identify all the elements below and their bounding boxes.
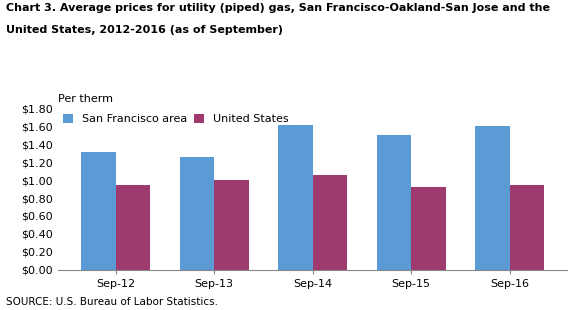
Bar (116, 185, 150, 270)
Bar (411, 187, 446, 270)
Bar (214, 180, 248, 270)
Text: Chart 3. Average prices for utility (piped) gas, San Francisco-Oakland-San Jose : Chart 3. Average prices for utility (pip… (6, 3, 550, 13)
Bar (377, 135, 411, 270)
Text: United States, 2012-2016 (as of September): United States, 2012-2016 (as of Septembe… (6, 25, 283, 35)
Bar (510, 185, 544, 270)
Bar (278, 125, 313, 270)
Legend: San Francisco area, United States: San Francisco area, United States (64, 114, 289, 124)
Text: Per therm: Per therm (58, 94, 113, 104)
Bar (81, 153, 116, 270)
Text: SOURCE: U.S. Bureau of Labor Statistics.: SOURCE: U.S. Bureau of Labor Statistics. (6, 297, 218, 307)
Bar (179, 157, 214, 270)
Bar (475, 126, 510, 270)
Bar (313, 175, 347, 270)
